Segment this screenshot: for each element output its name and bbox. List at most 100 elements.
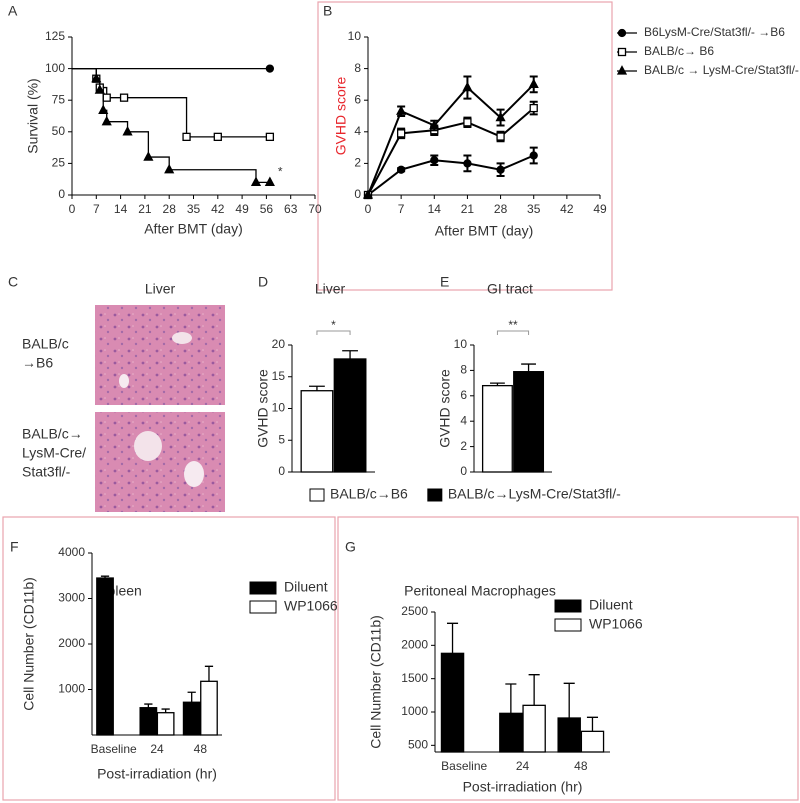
y-tick-label: 0 [58, 187, 65, 201]
legend-label: BALB/c→B6 [330, 486, 408, 502]
marker [265, 64, 275, 73]
line [367, 83, 535, 196]
y-axis-label: Cell Number (CD11b) [368, 615, 384, 749]
annotation: * [278, 165, 283, 179]
y-tick-label: 100 [45, 61, 65, 75]
annotation: ** [508, 318, 518, 332]
marker [396, 129, 406, 138]
y-tick-label: 75 [52, 92, 66, 106]
panel-f-frame [2, 516, 336, 801]
error-bar [309, 385, 325, 391]
y-tick-label: 2000 [58, 636, 85, 650]
bar [557, 717, 581, 753]
y-axis-label: GVHD score [255, 369, 271, 448]
y-tick-label: 10 [454, 337, 468, 351]
marker [462, 81, 473, 92]
x-axis-label: After BMT (day) [435, 223, 534, 239]
legend-swatch [554, 618, 582, 632]
legend-label: WP1066 [589, 616, 643, 632]
step-line [72, 67, 270, 138]
bar [580, 730, 605, 753]
panel-letter: B [323, 3, 332, 19]
y-tick-label: 1000 [401, 704, 428, 718]
x-tick-label: 28 [494, 202, 508, 216]
y-tick-label: 6 [460, 388, 467, 402]
legend-label: B6LysM-Cre/Stat3fl/- →B6 [644, 25, 785, 39]
y-axis-label: Survival (%) [25, 78, 41, 153]
marker [430, 156, 439, 165]
y-axis-label: GVHD score [333, 77, 349, 156]
error-bar [586, 716, 599, 732]
marker [529, 103, 538, 113]
y-tick-label: 2 [460, 439, 467, 453]
y-tick-label: 10 [348, 29, 362, 43]
y-tick-label: 500 [408, 738, 428, 752]
bar [481, 384, 513, 473]
error-bar [204, 665, 214, 682]
line [367, 154, 535, 196]
chart-title: Liver [315, 281, 346, 297]
x-tick-label: 24 [516, 759, 530, 773]
y-tick-label: 1500 [401, 671, 428, 685]
panel-letter: F [10, 539, 19, 555]
marker [250, 176, 262, 187]
x-tick-label: 14 [114, 202, 128, 216]
marker [265, 132, 275, 142]
marker [496, 165, 505, 174]
marker [94, 84, 105, 94]
histology-image [95, 412, 225, 512]
chart-title: Peritoneal Macrophages [404, 583, 556, 599]
image-label: →B6 [22, 355, 53, 371]
legend-swatch [249, 581, 277, 595]
error-bar [521, 363, 536, 372]
image-label: BALB/c→ [22, 426, 83, 442]
line [367, 107, 535, 196]
bar [300, 390, 334, 473]
marker [101, 115, 112, 126]
y-tick-label: 20 [272, 337, 286, 351]
x-tick-label: 0 [69, 202, 76, 216]
y-tick-label: 15 [272, 369, 286, 383]
y-tick-label: 2500 [401, 604, 428, 618]
x-tick-label: 35 [527, 202, 541, 216]
x-tick-label: 7 [93, 202, 100, 216]
image-label: Stat3fl/- [22, 464, 71, 480]
marker [119, 93, 129, 102]
panel-letter: G [345, 539, 356, 555]
x-axis-label: Post-irradiation (hr) [463, 779, 583, 795]
y-tick-label: 0 [354, 187, 361, 201]
x-tick-label: 49 [593, 202, 607, 216]
legend-label: BALB/c→LysM-Cre/Stat3fl/- [448, 486, 621, 502]
legend-swatch [427, 488, 443, 502]
y-tick-label: 1000 [58, 682, 85, 696]
x-tick-label: 42 [211, 202, 225, 216]
significance-bracket [316, 330, 351, 335]
bar [499, 712, 523, 753]
y-tick-label: 0 [460, 464, 467, 478]
panel-letter: E [440, 274, 449, 290]
x-axis-label: After BMT (day) [144, 221, 243, 237]
y-tick-label: 4 [354, 124, 361, 138]
legend-label: Diluent [589, 597, 633, 613]
legend-swatch [554, 599, 582, 613]
x-tick-label: 56 [260, 202, 274, 216]
significance-bracket [496, 330, 530, 335]
x-tick-label: 48 [574, 759, 588, 773]
y-tick-label: 4000 [58, 545, 85, 559]
y-tick-label: 50 [52, 124, 66, 138]
chart-title: GI tract [487, 281, 533, 297]
x-tick-label: 49 [235, 202, 249, 216]
x-tick-label: 0 [365, 202, 372, 216]
bar [156, 712, 175, 736]
y-axis-label: Cell Number (CD11b) [21, 577, 37, 711]
x-tick-label: 24 [150, 742, 164, 756]
x-tick-label: Baseline [91, 742, 137, 756]
y-tick-label: 6 [354, 92, 361, 106]
error-bar [505, 683, 517, 714]
x-tick-label: 48 [194, 742, 208, 756]
panel-letter: C [8, 274, 18, 290]
x-tick-label: 14 [428, 202, 442, 216]
marker [396, 165, 406, 174]
marker [617, 28, 627, 38]
